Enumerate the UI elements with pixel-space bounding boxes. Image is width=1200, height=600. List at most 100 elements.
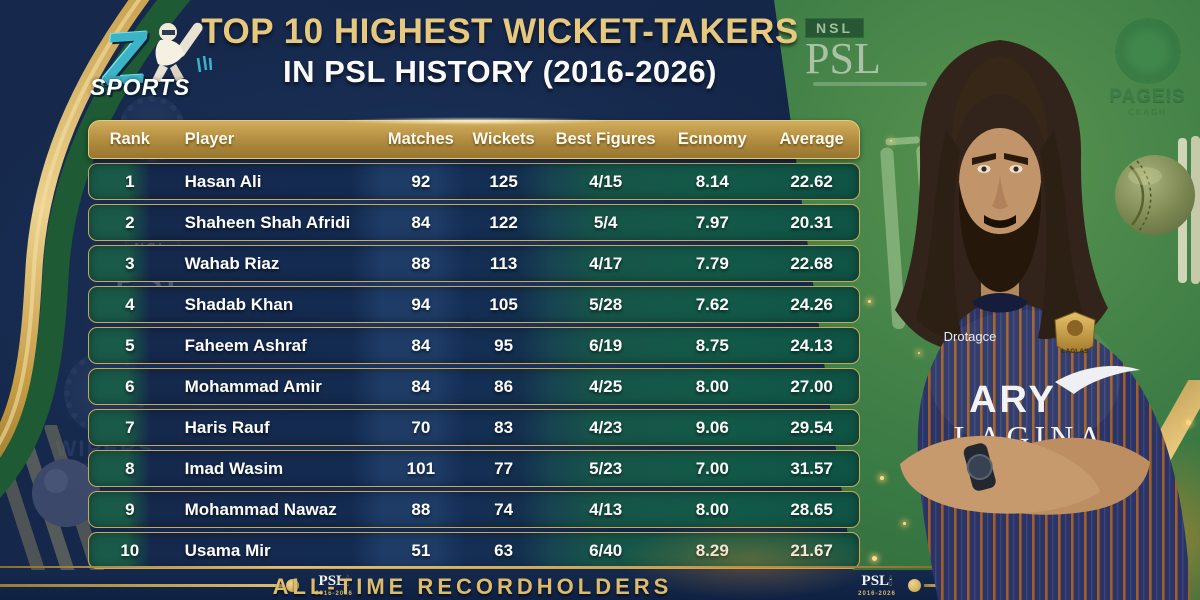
cell-wickets: 77 [494,458,514,478]
cell-matches: 94 [411,294,431,314]
cell-rank: 10 [120,540,140,560]
table-row: 3 Wahab Riaz 88 113 4/17 7.79 22.68 [88,245,860,282]
sparkle [868,300,871,303]
cell-player: Haris Rauf [184,417,270,437]
cell-best-figures: 6/40 [589,540,623,560]
cell-rank: 8 [125,458,135,478]
cell-wickets: 63 [494,540,514,560]
cell-matches: 101 [406,458,436,478]
cell-best-figures: 4/23 [589,417,623,437]
psl-footer-logo-left: PSL🕯 2016-2026 [305,573,363,598]
table-row: 7 Haris Rauf 70 83 4/23 9.06 29.54 [88,409,860,446]
player-photo: LAGLAS Drotagce ARY LAGINA [880,40,1200,600]
cell-matches: 88 [411,499,431,519]
header-player: Player [184,130,235,148]
title-line-2: IN PSL HISTORY (2016-2026) [283,54,717,89]
cell-player: Shaheen Shah Afridi [184,212,351,232]
cell-wickets: 113 [489,253,518,273]
cell-player: Shadab Khan [184,294,294,314]
cell-rank: 5 [125,335,135,355]
lion-watermark-top-right: PAGEIS CEAGH [1095,18,1200,117]
batsman-icon [152,22,212,82]
cell-player: Faheem Ashraf [184,335,307,355]
player-beard [958,182,1042,292]
cell-economy: 9.06 [695,417,729,437]
header-rank: Rank [109,130,150,148]
jersey-sponsor-chest: Drotagce [944,329,997,344]
cell-best-figures: 5/4 [593,212,618,232]
title-line-1: TOP 10 HIGHEST WICKET-TAKERS [201,12,799,51]
cell-wickets: 74 [494,499,514,519]
sparkle [918,352,920,354]
cell-average: 27.00 [790,376,833,396]
zsports-logo: Z SPORTS [88,8,218,112]
cell-rank: 4 [125,294,135,314]
footer-label: ALL-TIME RECORDHOLDERS [272,574,673,599]
table-row: 6 Mohammad Amir 84 86 4/25 8.00 27.00 [88,368,860,405]
cricket-ball-icon [1115,155,1195,235]
cell-economy: 7.62 [695,294,729,314]
cell-best-figures: 5/23 [589,458,623,478]
jersey-sponsor-main: ARY [969,379,1057,421]
psl-logo-years: 2016-2026 [315,591,353,597]
player-forearm-left [900,435,1100,514]
cell-wickets: 86 [494,376,514,396]
cell-player: Imad Wasim [184,458,284,478]
footer-dot-right [908,579,921,592]
cell-economy: 8.29 [695,540,729,560]
cell-average: 22.62 [790,171,833,191]
cell-average: 21.67 [790,540,833,560]
torch-icon: 🕯 [889,574,893,588]
cell-rank: 1 [125,171,135,191]
cell-economy: 8.00 [695,376,729,396]
cell-player: Mohammad Amir [184,376,322,396]
cell-best-figures: 6/19 [589,335,623,355]
header-wickets: Wickets [472,130,535,148]
psl-logo-text: PSL [861,573,890,589]
psl-wordmark: PSL [805,34,881,83]
cell-matches: 84 [411,335,431,355]
stats-table: Rank Player Matches Wickets Best Figures… [88,117,860,569]
cell-economy: 7.97 [695,212,729,232]
cell-best-figures: 4/15 [589,171,623,191]
table-row: 2 Shaheen Shah Afridi 84 122 5/4 7.97 20… [88,204,860,241]
wrist-watch [963,443,996,491]
cell-matches: 70 [411,417,431,437]
page-title: TOP 10 HIGHEST WICKET-TAKERS IN PSL HIST… [190,12,810,90]
footer-line-right [924,584,945,587]
psl-logo-text: PSL [318,573,347,589]
psl-subtext-bar [813,81,927,86]
cell-best-figures: 4/25 [589,376,623,396]
cell-wickets: 122 [489,212,518,232]
cell-player: Hasan Ali [184,171,262,191]
cell-average: 29.54 [790,417,833,437]
cell-matches: 51 [411,540,431,560]
cell-economy: 8.00 [695,499,729,519]
table-row: 9 Mohammad Nawaz 88 74 4/13 8.00 28.65 [88,491,860,528]
cell-rank: 2 [125,212,135,232]
cell-matches: 84 [411,376,431,396]
cell-player: Usama Mir [184,540,271,560]
cell-wickets: 83 [494,417,514,437]
footer-top-rule [0,566,945,568]
cell-economy: 8.75 [695,335,729,355]
cell-player: Wahab Riaz [184,253,280,273]
table-row: 8 Imad Wasim 101 77 5/23 7.00 31.57 [88,450,860,487]
footer-dot-left [286,579,299,592]
sparkle [872,556,877,561]
table-row: 10 Usama Mir 51 63 6/40 8.29 21.67 [88,532,860,569]
sparkle [880,476,884,480]
torch-icon: 🕯 [346,574,350,588]
cell-best-figures: 4/13 [589,499,623,519]
psl-footer-logo-right: PSL🕯 2016-2026 [848,573,906,598]
cell-economy: 7.79 [695,253,729,273]
cell-rank: 9 [125,499,135,519]
cell-rank: 7 [125,417,135,437]
sparkle [903,522,906,525]
sparkle [1186,420,1191,425]
badge-text: LAGLAS [1062,348,1089,355]
header-matches: Matches [387,130,454,148]
cell-average: 24.26 [790,294,833,314]
footer-line-left [0,584,283,587]
table-header-row: Rank Player Matches Wickets Best Figures… [88,117,860,159]
